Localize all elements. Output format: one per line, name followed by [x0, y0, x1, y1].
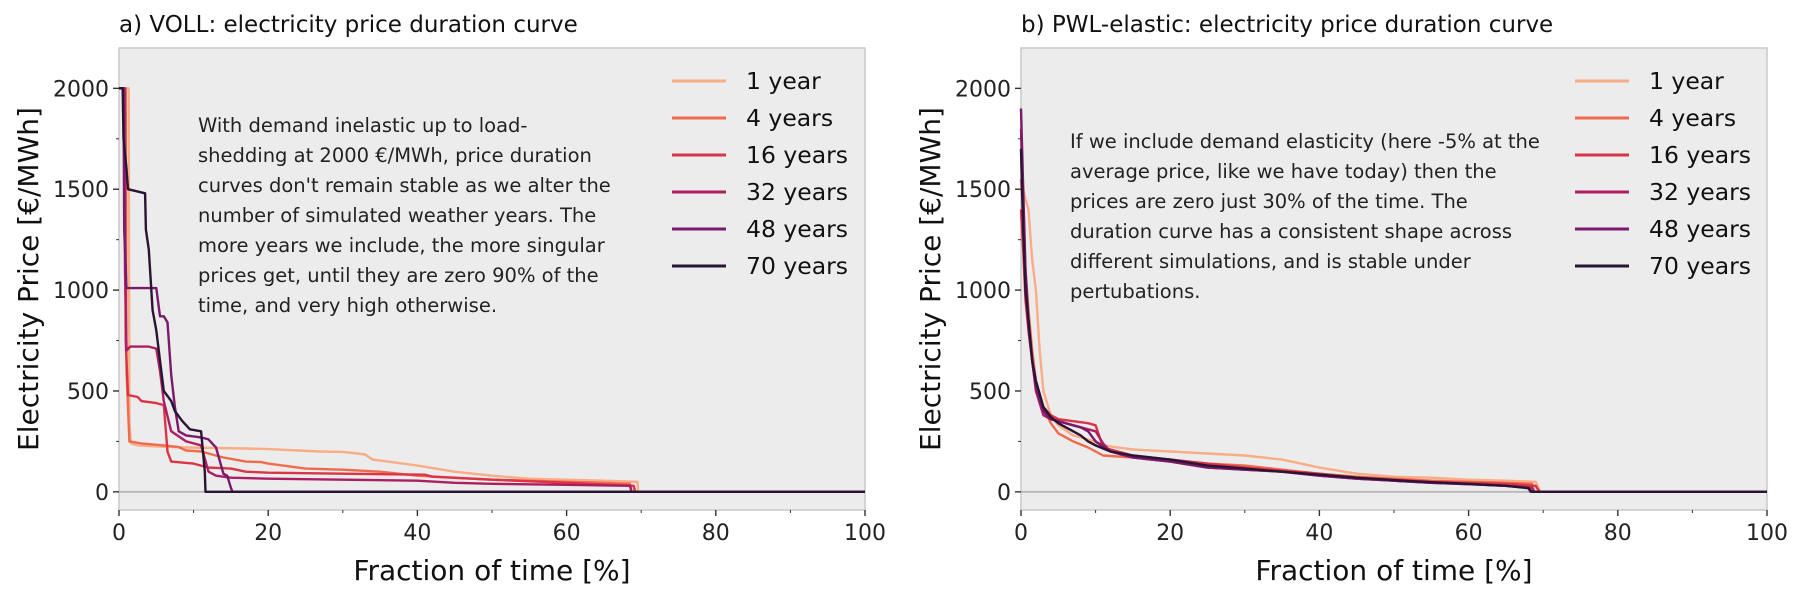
panel-b-legend: 1 year 4 years 16 years 32 years 48 years 70 …	[1575, 67, 1751, 280]
panel-a-x-tick-label: 20	[254, 521, 282, 546]
panel-b-x-tick-label: 60	[1455, 521, 1483, 546]
panel-a-annotation-line: more years we include, the more singular	[198, 234, 606, 257]
panel-a-legend-label: 32 years	[746, 178, 848, 206]
panel-a-x-tick-label: 40	[403, 521, 431, 546]
panel-b-x-tick-label: 100	[1746, 521, 1788, 546]
panel-b-x-tick-label: 20	[1156, 521, 1184, 546]
panel-b-plot-area	[1020, 47, 1768, 511]
panel-a: a) VOLL: electricity price duration curv…	[12, 12, 886, 587]
panel-b-y-tick-label: 500	[969, 380, 1011, 405]
panel-b-x-tick-label: 0	[1014, 521, 1028, 546]
panel-b-y-ticks: 0 500 1000 1500 2000	[955, 77, 1021, 506]
panel-b-y-tick-label: 1500	[955, 178, 1011, 203]
panel-b-y-tick-label: 0	[997, 481, 1011, 506]
panel-b-y-axis-label: Electricity Price [€/MWh]	[914, 107, 947, 451]
panel-b-legend-label: 32 years	[1649, 178, 1751, 206]
panel-b-x-axis-label: Fraction of time [%]	[1255, 554, 1532, 587]
panel-a-title: a) VOLL: electricity price duration curv…	[119, 12, 578, 38]
panel-a-y-axis-label: Electricity Price [€/MWh]	[12, 107, 45, 451]
panel-b-annotation-line: If we include demand elasticity (here -5…	[1070, 130, 1540, 153]
panel-a-legend-label: 16 years	[746, 141, 848, 169]
panel-b-x-tick-label: 40	[1305, 521, 1333, 546]
panel-b-title: b) PWL-elastic: electricity price durati…	[1021, 12, 1553, 38]
panel-a-legend-label: 48 years	[746, 215, 848, 243]
panel-a-annotation-line: With demand inelastic up to load-	[198, 114, 527, 137]
panel-a-series-line-1-year	[119, 87, 865, 493]
panel-a-y-tick-label: 2000	[53, 77, 109, 102]
panel-b-legend-label: 4 years	[1649, 104, 1736, 132]
panel-b-annotation: If we include demand elasticity (here -5…	[1070, 130, 1546, 303]
panel-b-x-ticks: 0 20 40 60 80 100	[1014, 510, 1788, 546]
panel-a-annotation-line: prices get, until they are zero 90% of t…	[198, 264, 599, 287]
panel-a-x-tick-label: 100	[844, 521, 886, 546]
panel-a-annotation-line: shedding at 2000 €/MWh, price duration	[198, 144, 592, 167]
panel-a-x-tick-label: 0	[112, 521, 126, 546]
panel-b-legend-label: 48 years	[1649, 215, 1751, 243]
panel-b: b) PWL-elastic: electricity price durati…	[914, 12, 1788, 587]
panel-a-legend-label: 4 years	[746, 104, 833, 132]
panel-a-annotation-line: time, and very high otherwise.	[198, 294, 497, 317]
panel-a-series	[119, 87, 865, 493]
panel-b-y-tick-label: 1000	[955, 279, 1011, 304]
panel-a-annotation-line: curves don't remain stable as we alter t…	[198, 174, 611, 197]
panel-b-y-tick-label: 2000	[955, 77, 1011, 102]
panel-a-annotation-line: number of simulated weather years. The	[198, 204, 596, 227]
panel-b-annotation-line: duration curve has a consistent shape ac…	[1070, 220, 1512, 243]
panel-b-annotation-line: different simulations, and is stable und…	[1070, 250, 1472, 273]
panel-b-annotation-line: average price, like we have today) then …	[1070, 160, 1497, 183]
panel-a-x-tick-label: 60	[553, 521, 581, 546]
panel-a-y-tick-label: 500	[67, 380, 109, 405]
panel-b-legend-label: 16 years	[1649, 141, 1751, 169]
panel-a-x-ticks: 0 20 40 60 80 100	[112, 510, 886, 546]
panel-b-annotation-line: prices are zero just 30% of the time. Th…	[1070, 190, 1468, 213]
panel-a-plot-area	[118, 47, 866, 511]
panel-b-legend-label: 70 years	[1649, 252, 1751, 280]
panel-a-series-line-70-years	[119, 87, 865, 493]
panel-a-y-tick-label: 1000	[53, 279, 109, 304]
panel-a-annotation: With demand inelastic up to load- sheddi…	[198, 114, 617, 317]
panel-b-series-line-70-years	[1019, 148, 1767, 493]
panel-a-legend-label: 1 year	[746, 67, 821, 95]
panel-a-x-axis-label: Fraction of time [%]	[353, 554, 630, 587]
panel-a-y-ticks: 0 500 1000 1500 2000	[53, 77, 119, 506]
panel-a-y-tick-label: 0	[95, 481, 109, 506]
panel-a-x-tick-label: 80	[702, 521, 730, 546]
panel-a-y-tick-label: 1500	[53, 178, 109, 203]
panel-a-legend: 1 year 4 years 16 years 32 years 48 years 70 …	[672, 67, 848, 280]
panel-b-series-line-1-year	[1019, 158, 1767, 493]
panel-a-legend-label: 70 years	[746, 252, 848, 280]
panel-b-legend-label: 1 year	[1649, 67, 1724, 95]
panel-b-x-tick-label: 80	[1604, 521, 1632, 546]
panel-b-series	[1019, 108, 1767, 493]
panel-b-annotation-line: pertubations.	[1070, 280, 1200, 303]
panel-a-series-line-48-years	[119, 87, 865, 493]
